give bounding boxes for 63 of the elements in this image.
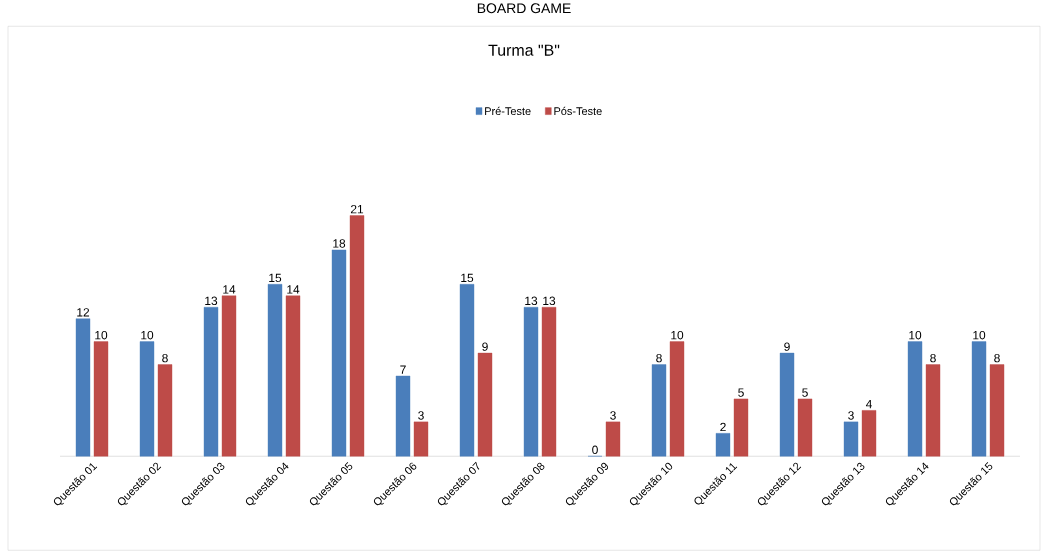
bar <box>797 398 813 457</box>
bar <box>267 283 283 457</box>
data-label: 15 <box>461 273 474 282</box>
data-label: 3 <box>610 411 616 420</box>
bar <box>925 364 941 457</box>
bar <box>221 295 237 457</box>
bar <box>395 375 411 457</box>
bar <box>139 341 155 457</box>
data-label: 15 <box>269 273 282 282</box>
data-label: 14 <box>287 285 300 294</box>
data-label: 7 <box>400 365 406 374</box>
bar <box>779 352 795 457</box>
bar <box>971 341 987 457</box>
data-label: 18 <box>333 239 346 248</box>
bar <box>93 341 109 457</box>
bar <box>605 421 621 457</box>
data-label: 0 <box>592 445 598 454</box>
data-label: 8 <box>162 353 168 363</box>
data-label: 10 <box>671 330 684 340</box>
data-label: 8 <box>994 353 1000 363</box>
data-label: 4 <box>865 399 872 409</box>
data-label: 12 <box>77 308 90 317</box>
bar <box>523 306 539 457</box>
bar <box>715 433 731 457</box>
data-label: 13 <box>525 296 538 305</box>
data-label: 3 <box>848 411 854 420</box>
data-label: 8 <box>656 353 662 363</box>
bar <box>413 421 429 457</box>
bar <box>733 398 749 457</box>
bar <box>989 364 1005 457</box>
data-label: 10 <box>141 330 154 340</box>
bar <box>843 421 859 457</box>
data-label: 2 <box>720 422 726 431</box>
data-label: 8 <box>930 353 936 363</box>
bar <box>477 352 493 457</box>
bar <box>651 364 667 457</box>
bar <box>331 249 347 457</box>
data-label: 5 <box>802 388 808 397</box>
bar <box>861 410 877 457</box>
bar <box>459 283 475 457</box>
data-label: 5 <box>738 388 744 397</box>
data-label: 10 <box>973 330 986 340</box>
bar <box>907 341 923 457</box>
data-label: 21 <box>350 204 364 214</box>
bar <box>541 306 557 457</box>
data-label: 9 <box>784 342 790 351</box>
bar <box>157 364 173 457</box>
bar <box>203 306 219 457</box>
data-label: 13 <box>543 296 556 305</box>
data-label: 14 <box>223 285 236 294</box>
text: BOARD GAME <box>477 3 571 14</box>
data-label: 9 <box>482 342 488 351</box>
legend-label: Pré-Teste <box>485 106 531 115</box>
bar <box>285 295 301 457</box>
data-label: 10 <box>95 330 108 340</box>
legend-label: Pós-Teste <box>554 106 602 115</box>
bar <box>75 318 91 457</box>
data-label: 13 <box>205 296 218 305</box>
chart-title: Turma "B" <box>488 44 560 56</box>
bar <box>669 341 685 457</box>
data-label: 3 <box>418 411 424 420</box>
data-label: 10 <box>909 330 922 340</box>
bar <box>349 215 365 457</box>
